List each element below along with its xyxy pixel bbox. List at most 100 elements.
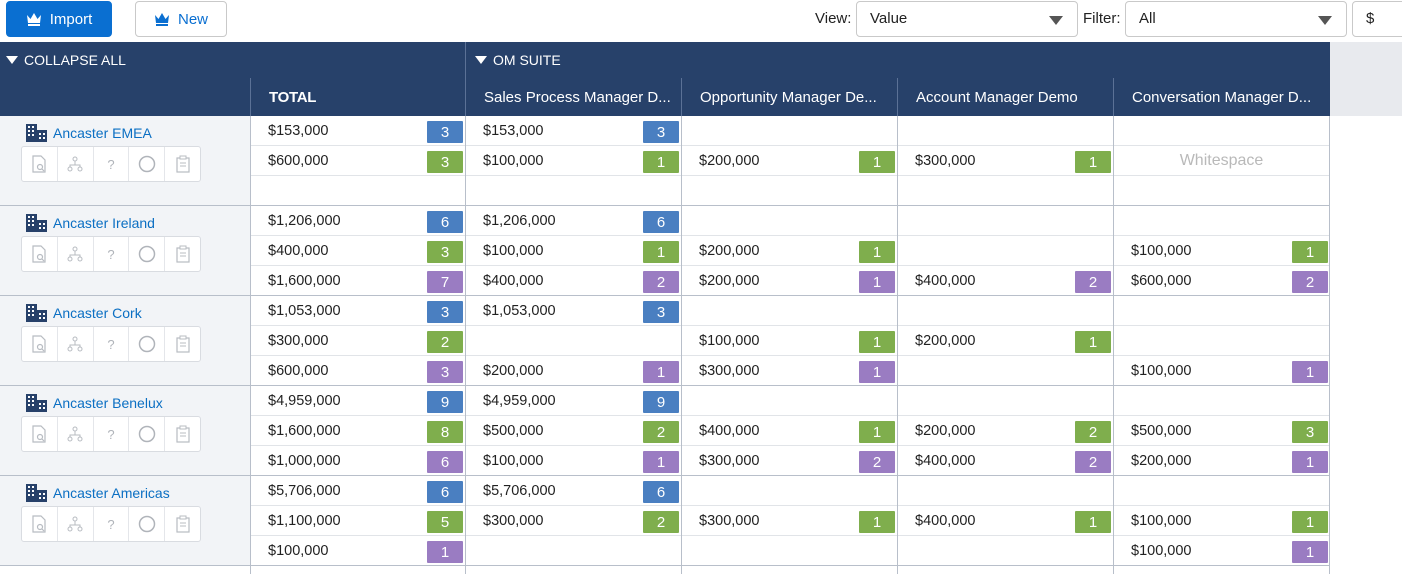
- total-cell[interactable]: $1,600,000 8: [250, 416, 465, 446]
- account-link[interactable]: Ancaster Americas: [26, 484, 170, 502]
- value-cell[interactable]: $200,000 1: [465, 356, 681, 386]
- value-cell[interactable]: $400,000 1: [897, 506, 1113, 536]
- value-cell[interactable]: $100,000 1: [465, 236, 681, 266]
- total-cell[interactable]: $400,000 3: [250, 236, 465, 266]
- value-cell[interactable]: $500,000 2: [465, 416, 681, 446]
- hierarchy-icon[interactable]: [58, 147, 94, 181]
- doc-search-icon[interactable]: [22, 327, 58, 361]
- value-cell[interactable]: $400,000 2: [465, 266, 681, 296]
- doc-search-icon[interactable]: [22, 417, 58, 451]
- view-select[interactable]: Value: [856, 1, 1078, 37]
- value-cell[interactable]: $5,706,000 6: [465, 476, 681, 506]
- value-cell[interactable]: $400,000 2: [897, 266, 1113, 296]
- collapse-all-toggle[interactable]: COLLAPSE ALL: [0, 42, 126, 78]
- question-icon[interactable]: ?: [94, 417, 130, 451]
- value-cell[interactable]: $200,000 1: [1113, 446, 1330, 476]
- total-cell[interactable]: $100,000 1: [250, 536, 465, 566]
- account-link[interactable]: Ancaster Ireland: [26, 214, 155, 232]
- value-cell[interactable]: $100,000 1: [465, 446, 681, 476]
- question-icon[interactable]: ?: [94, 237, 130, 271]
- value-cell[interactable]: $100,000 1: [1113, 506, 1330, 536]
- hierarchy-icon[interactable]: [58, 237, 94, 271]
- value-cell[interactable]: $500,000 3: [1113, 416, 1330, 446]
- value-cell[interactable]: $600,000 2: [1113, 266, 1330, 296]
- value-cell[interactable]: $300,000 1: [897, 146, 1113, 176]
- new-button[interactable]: New: [135, 1, 227, 37]
- value-cell[interactable]: $200,000 1: [681, 236, 897, 266]
- doc-search-icon[interactable]: [22, 237, 58, 271]
- import-button[interactable]: Import: [6, 1, 112, 37]
- currency-select[interactable]: $: [1352, 1, 1402, 37]
- filter-select[interactable]: All: [1125, 1, 1347, 37]
- question-icon[interactable]: ?: [94, 147, 130, 181]
- count-badge: 9: [427, 391, 463, 413]
- value-cell[interactable]: $100,000 1: [465, 146, 681, 176]
- total-cell[interactable]: $5,706,000 6: [250, 476, 465, 506]
- value-cell[interactable]: $100,000 1: [1113, 356, 1330, 386]
- value-cell[interactable]: $200,000 1: [681, 146, 897, 176]
- column-header-product[interactable]: Opportunity Manager De...: [681, 78, 897, 116]
- value-cell[interactable]: $200,000 2: [897, 416, 1113, 446]
- column-header-product[interactable]: Account Manager Demo: [897, 78, 1113, 116]
- clipboard-icon[interactable]: [165, 507, 200, 541]
- value-cell[interactable]: $153,000 3: [465, 116, 681, 146]
- total-cell[interactable]: $1,100,000 5: [250, 506, 465, 536]
- suite-toggle[interactable]: OM SUITE: [469, 42, 561, 78]
- clipboard-icon[interactable]: [165, 147, 200, 181]
- total-cell[interactable]: $600,000 3: [250, 356, 465, 386]
- total-cell[interactable]: $4,959,000 9: [250, 386, 465, 416]
- total-cell[interactable]: $1,053,000 3: [250, 296, 465, 326]
- value-cell[interactable]: $400,000 2: [897, 446, 1113, 476]
- value-cell[interactable]: $1,053,000 3: [465, 296, 681, 326]
- value-cell[interactable]: $400,000 1: [681, 416, 897, 446]
- value-cell[interactable]: $200,000 1: [681, 266, 897, 296]
- circle-icon[interactable]: [129, 507, 166, 541]
- value-cell[interactable]: $4,959,000 9: [465, 386, 681, 416]
- total-cell[interactable]: $1,600,000 7: [250, 266, 465, 296]
- doc-search-icon[interactable]: [22, 147, 58, 181]
- hierarchy-icon[interactable]: [58, 507, 94, 541]
- value-cell[interactable]: $300,000 2: [681, 446, 897, 476]
- value-cell[interactable]: $300,000 1: [681, 506, 897, 536]
- total-cell[interactable]: $1,000,000 6: [250, 446, 465, 476]
- value-cell[interactable]: $100,000 1: [1113, 536, 1330, 566]
- cell-value: $400,000: [483, 273, 544, 289]
- clipboard-icon[interactable]: [165, 327, 200, 361]
- count-badge: 1: [859, 361, 895, 383]
- clipboard-icon[interactable]: [165, 237, 200, 271]
- column-header-total[interactable]: TOTAL: [250, 78, 465, 116]
- account-link[interactable]: Ancaster EMEA: [26, 124, 152, 142]
- building-icon: [26, 124, 47, 142]
- value-cell[interactable]: $200,000 1: [897, 326, 1113, 356]
- total-value: $153,000: [268, 123, 329, 139]
- total-cell[interactable]: $600,000 3: [250, 146, 465, 176]
- circle-icon[interactable]: [129, 237, 166, 271]
- hierarchy-icon[interactable]: [58, 327, 94, 361]
- column-header-product[interactable]: Sales Process Manager D...: [465, 78, 681, 116]
- total-cell[interactable]: $300,000 2: [250, 326, 465, 356]
- question-icon[interactable]: ?: [94, 507, 130, 541]
- circle-icon[interactable]: [129, 417, 166, 451]
- clipboard-icon[interactable]: [165, 417, 200, 451]
- value-cell[interactable]: $300,000 2: [465, 506, 681, 536]
- crown-icon: [154, 13, 169, 26]
- circle-icon[interactable]: [129, 327, 166, 361]
- value-cell[interactable]: $1,206,000 6: [465, 206, 681, 236]
- triangle-down-icon: [6, 56, 18, 64]
- total-cell[interactable]: $153,000 3: [250, 116, 465, 146]
- count-badge: 1: [1075, 151, 1111, 173]
- doc-search-icon[interactable]: [22, 507, 58, 541]
- column-header-product[interactable]: Conversation Manager D...: [1113, 78, 1330, 116]
- cell-value: $300,000: [915, 153, 976, 169]
- circle-icon[interactable]: [129, 147, 166, 181]
- value-cell[interactable]: $300,000 1: [681, 356, 897, 386]
- question-icon[interactable]: ?: [94, 327, 130, 361]
- total-value: $400,000: [268, 243, 329, 259]
- account-link[interactable]: Ancaster Cork: [26, 304, 142, 322]
- value-cell[interactable]: $100,000 1: [681, 326, 897, 356]
- table-row: $5,706,000 6 $5,706,000 6: [250, 476, 1330, 506]
- hierarchy-icon[interactable]: [58, 417, 94, 451]
- value-cell[interactable]: $100,000 1: [1113, 236, 1330, 266]
- total-cell[interactable]: $1,206,000 6: [250, 206, 465, 236]
- account-link[interactable]: Ancaster Benelux: [26, 394, 163, 412]
